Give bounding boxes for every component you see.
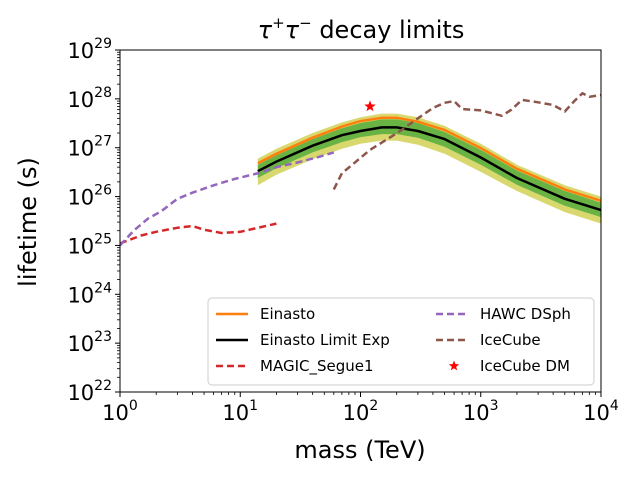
chart-title: τ+τ− decay limits: [258, 14, 465, 44]
y-tick-label: 1022: [67, 378, 112, 405]
axes: 100 101 102 103 1041022102310241025102610271…: [67, 36, 618, 425]
title-sup-plus: +: [272, 14, 285, 32]
x-tick-label: 100: [102, 398, 138, 425]
x-tick-label: 102: [343, 398, 379, 425]
plot-area: [120, 92, 601, 247]
y-axis-label: lifetime (s): [14, 157, 42, 287]
x-tick-label: 103: [463, 398, 499, 425]
y-tick-base: 10: [67, 234, 94, 258]
y-tick-exp: 26: [94, 183, 112, 199]
y-tick-exp: 25: [94, 231, 112, 247]
legend-label-icecube: IceCube: [480, 331, 541, 349]
series-einasto-limit-exp: [257, 126, 601, 212]
legend-label-magic-segue1: MAGIC_Segue1: [260, 357, 374, 376]
y-tick-base: 10: [67, 186, 94, 210]
y-tick-exp: 28: [94, 85, 112, 101]
series-hawc-dsph: [120, 151, 335, 247]
y-tick-label: 1025: [67, 231, 112, 258]
y-tick-label: 1026: [67, 183, 112, 210]
x-tick-label: 104: [583, 398, 619, 425]
marker-icecube-dm-star: [364, 100, 376, 112]
x-tick-base: 10: [343, 401, 370, 425]
x-tick-exp: 2: [369, 398, 378, 414]
x-tick-exp: 3: [490, 398, 499, 414]
y-tick-base: 10: [67, 88, 94, 112]
title-tau-2: τ: [285, 16, 300, 44]
x-axis-label: mass (TeV): [294, 436, 425, 464]
series-magic-segue1: [120, 222, 277, 245]
band-68: [257, 119, 601, 218]
x-tick-exp: 1: [249, 398, 258, 414]
y-tick-label: 1024: [67, 280, 112, 307]
y-tick-label: 1029: [67, 36, 112, 63]
legend-label-einasto: Einasto: [260, 305, 315, 323]
legend-box: [207, 297, 595, 386]
legend-label-icecube-dm: IceCube DM: [480, 357, 570, 375]
y-tick-label: 1023: [67, 329, 112, 356]
y-tick-exp: 24: [94, 280, 112, 296]
y-tick-label: 1028: [67, 85, 112, 112]
title-rest: decay limits: [312, 16, 465, 44]
y-tick-base: 10: [67, 39, 94, 63]
legend-label-einasto-limit-exp: Einasto Limit Exp: [260, 331, 390, 349]
y-tick-exp: 23: [94, 329, 112, 345]
x-tick-exp: 0: [129, 398, 138, 414]
legend: Einasto HAWC DSph Einasto Limit Exp IceCube…: [207, 297, 595, 386]
legend-label-hawc-dsph: HAWC DSph: [480, 305, 571, 323]
title-sup-minus: −: [299, 14, 312, 32]
x-tick-exp: 4: [610, 398, 619, 414]
legend-swatch-icecube-dm: [448, 360, 460, 371]
y-tick-base: 10: [67, 283, 94, 307]
y-tick-exp: 29: [94, 36, 112, 52]
y-tick-exp: 27: [94, 134, 112, 150]
y-tick-base: 10: [67, 137, 94, 161]
y-tick-base: 10: [67, 332, 94, 356]
x-tick-base: 10: [463, 401, 490, 425]
x-tick-label: 101: [222, 398, 258, 425]
x-tick-base: 10: [102, 401, 129, 425]
title-tau-1: τ: [258, 16, 273, 44]
x-tick-base: 10: [222, 401, 249, 425]
plot-inner: [120, 92, 601, 247]
x-tick-base: 10: [583, 401, 610, 425]
y-tick-label: 1027: [67, 134, 112, 161]
y-tick-base: 10: [67, 381, 94, 405]
series-einasto: [257, 116, 601, 202]
y-tick-exp: 22: [94, 378, 112, 394]
